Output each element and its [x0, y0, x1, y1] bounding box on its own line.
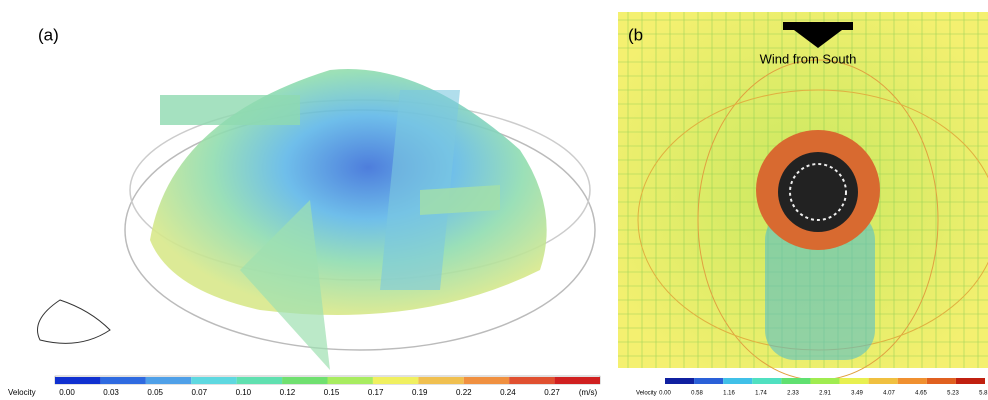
colorbar-tick-label: 4.07 — [883, 391, 895, 397]
colorbar-segment — [55, 377, 100, 384]
colorbar-tick-label: 0.15 — [324, 388, 340, 397]
colorbar-tick-label: 0.24 — [500, 388, 516, 397]
colorbar-tick-label: 5.81 — [979, 391, 988, 397]
colorbar-tick-label: 0.27 — [544, 388, 560, 397]
colorbar-segment — [328, 377, 373, 384]
colorbar-tick-label: 1.16 — [723, 391, 735, 397]
colorbar-tick-label: 1.74 — [755, 391, 767, 397]
colorbar-tick-label: 0.12 — [280, 388, 296, 397]
colorbar-tick-label: 3.49 — [851, 391, 863, 397]
section-plane — [160, 95, 300, 125]
orientation-icon — [38, 300, 111, 343]
panel-label: (b — [628, 25, 643, 44]
colorbar-segment — [723, 378, 752, 384]
colorbar-tick-label: 2.91 — [819, 391, 831, 397]
colorbar-segment — [100, 377, 145, 384]
panel-b: (b Wind from South — [618, 12, 988, 380]
panel-a: (a) — [38, 25, 601, 384]
colorbar-tick-label: 2.33 — [787, 391, 799, 397]
colorbar-segment — [927, 378, 956, 384]
panel-label: (a) — [38, 25, 59, 44]
section-plane — [420, 185, 500, 215]
colorbar-segment — [418, 377, 463, 384]
colorbar-unit: (m/s) — [579, 388, 598, 397]
colorbar-tick-label: 5.23 — [947, 391, 959, 397]
annotation: Wind from South — [760, 51, 857, 66]
colorbar-segment — [555, 377, 600, 384]
colorbar-segment — [282, 377, 327, 384]
colorbar-tick-label: 0.19 — [412, 388, 428, 397]
colorbar-segment — [752, 378, 781, 384]
colorbar-tick-label: 0.22 — [456, 388, 472, 397]
colorbar-segment — [464, 377, 509, 384]
colorbar-tick-label: 0.17 — [368, 388, 384, 397]
colorbar-segment — [509, 377, 554, 384]
colorbar-segment — [781, 378, 810, 384]
colorbar-segment — [840, 378, 869, 384]
colorbar-segment — [869, 378, 898, 384]
colorbar-tick-label: 0.05 — [147, 388, 163, 397]
colorbar-tick-label: 4.65 — [915, 391, 927, 397]
colorbar-segment — [191, 377, 236, 384]
colorbar-tick-label: 0.00 — [659, 391, 671, 397]
colorbar-segment — [665, 378, 694, 384]
colorbar-segment — [898, 378, 927, 384]
colorbar-tick-label: 0.10 — [236, 388, 252, 397]
colorbar-title: Velocity — [636, 391, 657, 397]
colorbar-segment — [810, 378, 839, 384]
colorbar-segment — [373, 377, 418, 384]
colorbar-segment — [956, 378, 985, 384]
colorbar-title: Velocity — [8, 388, 36, 397]
colorbar-segment — [146, 377, 191, 384]
colorbar-segment — [694, 378, 723, 384]
colorbar-segment — [237, 377, 282, 384]
colorbar-tick-label: 0.00 — [59, 388, 75, 397]
colorbar-tick-label: 0.03 — [103, 388, 119, 397]
colorbar-tick-label: 0.58 — [691, 391, 703, 397]
colorbar-tick-label: 0.07 — [191, 388, 207, 397]
figure: (a) (b Wind from South Velocity0.000.030… — [0, 0, 988, 400]
